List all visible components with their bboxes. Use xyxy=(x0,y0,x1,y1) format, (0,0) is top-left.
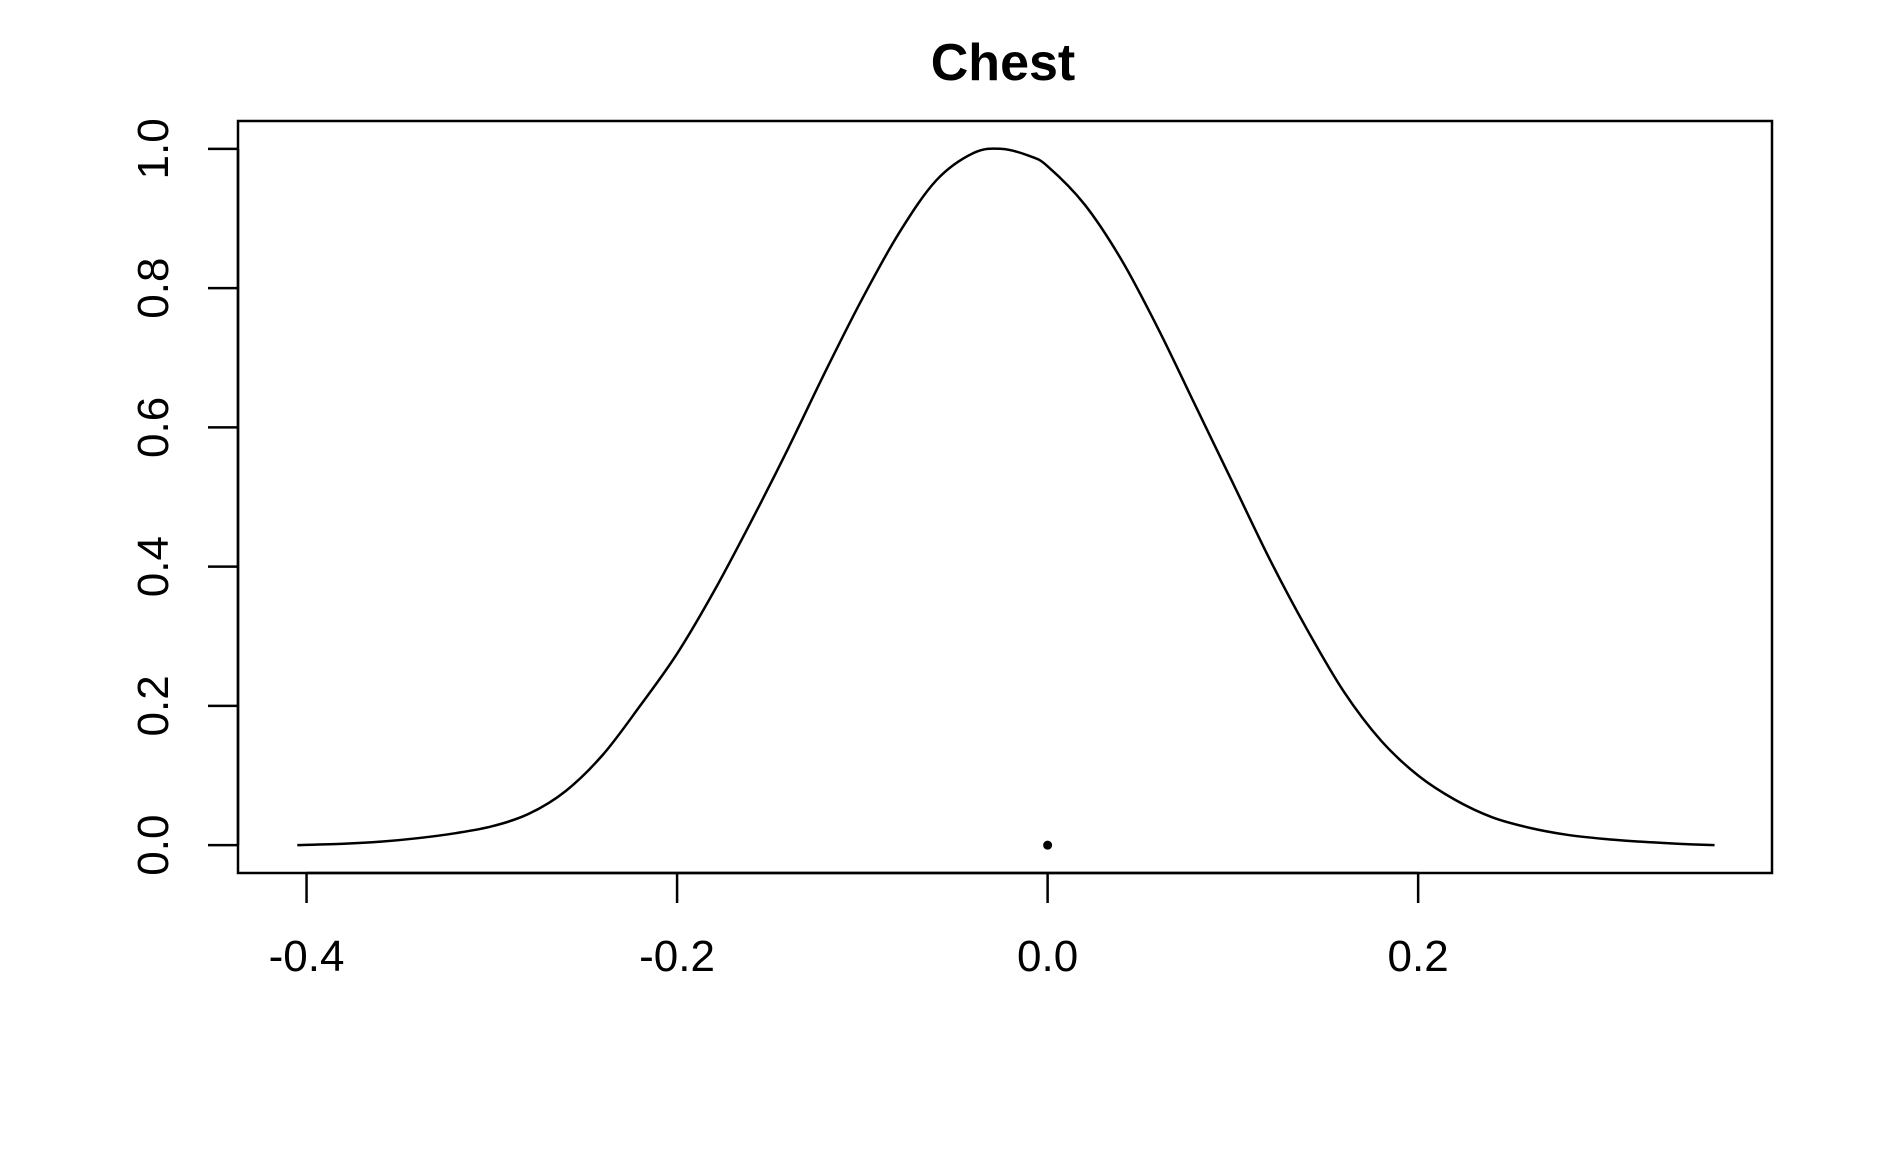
y-axis: 0.0 0.2 0.4 0.6 0.8 1.0 xyxy=(129,118,240,876)
series-layer xyxy=(297,147,1715,850)
x-tick-label: -0.4 xyxy=(269,932,345,981)
y-tick-label: 0.0 xyxy=(129,815,178,876)
data-point xyxy=(1043,840,1053,850)
y-tick-label: 1.0 xyxy=(129,118,178,179)
y-tick-label: 0.4 xyxy=(129,536,178,597)
plot-frame xyxy=(236,119,1774,875)
x-axis: -0.4 -0.2 0.0 0.2 xyxy=(269,871,1449,981)
y-tick-label: 0.2 xyxy=(129,675,178,736)
density-curve xyxy=(297,147,1715,847)
x-tick-label: -0.2 xyxy=(639,932,715,981)
y-tick-label: 0.8 xyxy=(129,258,178,319)
y-tick-label: 0.6 xyxy=(129,397,178,458)
chart-title: Chest xyxy=(931,34,1075,92)
x-tick-label: 0.0 xyxy=(1017,932,1078,981)
x-tick-label: 0.2 xyxy=(1388,932,1449,981)
